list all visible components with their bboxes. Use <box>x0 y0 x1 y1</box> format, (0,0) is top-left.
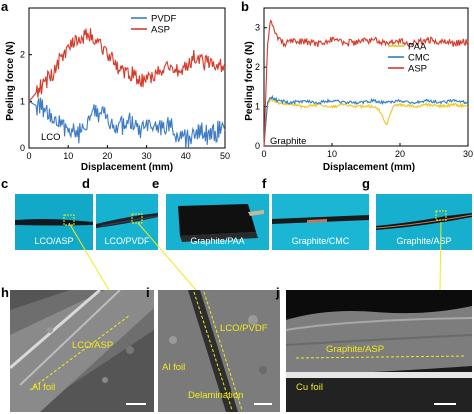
chart-a-series-asp <box>28 28 226 102</box>
photo-label-graphite-cmc: Graphite/CMC <box>291 236 350 246</box>
scale-bar <box>126 403 146 405</box>
chart-a-x-tick-label: 10 <box>63 151 73 161</box>
chart-b-y-tick-label: 2 <box>255 62 260 72</box>
sem-label-delamination: Delamination <box>188 390 244 401</box>
photo-lco-pvdf: LCO/PVDF <box>96 194 158 250</box>
photo-label-lco-pvdf: LCO/PVDF <box>104 236 150 246</box>
chart-b-ylabel: Peeling force (N) <box>244 41 255 120</box>
chart-b-x-tick-label: 0 <box>261 149 266 159</box>
scale-bar <box>254 403 272 405</box>
panel-letter-c: c <box>1 176 9 191</box>
chart-a-y-tick-label: 2 <box>20 50 25 60</box>
sem-label-lco-asp: LCO/ASP <box>72 340 114 351</box>
photo-graphite-cmc: Graphite/CMC <box>272 194 369 250</box>
chart-b-legend-label-paa: PAA <box>408 42 427 53</box>
chart-b-series-paa <box>263 98 469 147</box>
chart-a-series-pvdf <box>28 97 226 149</box>
chart-a-x-tick-label: 40 <box>181 151 191 161</box>
chart-a: 0 10 20 30 40 50 0 1 2 Peeling force (N) Displac… <box>5 7 230 172</box>
chart-a-y-tick-label: 0 <box>20 143 25 153</box>
chart-b: 0 10 20 30 0 1 2 3 Peeling force (N) Displaceme… <box>244 7 473 172</box>
panel-letter-b: b <box>241 0 249 14</box>
chart-b-plot-frame <box>263 7 469 147</box>
panel-letter-h: h <box>1 285 9 300</box>
sem-lco-pvdf: LCO/PVDF Al foil Delamination <box>158 290 280 412</box>
chart-a-legend-label-pvdf: PVDF <box>151 14 177 25</box>
chart-b-x-tick-label: 30 <box>463 149 473 159</box>
photo-graphite-paa: Graphite/PAA <box>166 194 269 250</box>
chart-b-series-cmc <box>263 94 469 147</box>
sem-label-al-foil-i: Al foil <box>162 362 186 373</box>
chart-b-series-asp <box>263 19 469 147</box>
panel-letter-f: f <box>262 176 267 191</box>
sem-label-cu-foil: Cu foil <box>296 382 323 393</box>
sem-label-graphite-asp: Graphite/ASP <box>326 344 385 355</box>
chart-a-xlabel: Displacement (mm) <box>81 162 173 172</box>
chart-a-x-tick-label: 50 <box>220 151 230 161</box>
sem-label-al-foil-h: Al foil <box>32 382 56 393</box>
chart-b-legend-label-asp: ASP <box>408 64 427 75</box>
chart-b-xlabel: Displacement (mm) <box>323 162 415 172</box>
photo-lco-asp: LCO/ASP <box>15 194 93 250</box>
chart-b-annotation: Graphite <box>270 136 306 147</box>
panel-letter-i: i <box>146 285 150 300</box>
chart-a-x-tick-label: 30 <box>142 151 152 161</box>
chart-b-x-tick-label: 10 <box>327 149 337 159</box>
chart-b-x-tick-label: 20 <box>395 149 405 159</box>
sem-lco-asp: LCO/ASP Al foil <box>10 290 154 412</box>
chart-a-plot-frame <box>28 7 226 149</box>
sem-graphite-asp: Graphite/ASP Cu foil <box>286 290 472 412</box>
photo-graphite-asp: Graphite/ASP <box>376 194 472 250</box>
panel-letter-a: a <box>1 0 9 14</box>
chart-b-legend-label-cmc: CMC <box>408 53 430 64</box>
chart-b-y-tick-label: 1 <box>255 102 260 112</box>
chart-b-y-tick-label: 3 <box>255 23 260 33</box>
sem-label-lco-pvdf: LCO/PVDF <box>220 323 268 334</box>
photo-label-lco-asp: LCO/ASP <box>34 236 74 246</box>
chart-a-x-tick-label: 0 <box>26 151 31 161</box>
chart-a-ylabel: Peeling force (N) <box>5 41 16 120</box>
chart-b-y-tick-label: 0 <box>255 141 260 151</box>
panel-letter-d: d <box>82 176 90 191</box>
panel-letter-j: j <box>276 285 280 300</box>
photo-label-graphite-paa: Graphite/PAA <box>190 236 245 246</box>
panel-letter-e: e <box>152 176 160 191</box>
chart-a-annotation: LCO <box>41 132 61 143</box>
chart-a-legend-label-asp: ASP <box>151 25 170 36</box>
chart-a-y-tick-label: 1 <box>20 96 25 106</box>
panel-letter-g: g <box>362 176 370 191</box>
photo-label-graphite-asp: Graphite/ASP <box>396 236 452 246</box>
chart-a-x-tick-label: 20 <box>102 151 112 161</box>
scale-bar <box>434 403 456 405</box>
